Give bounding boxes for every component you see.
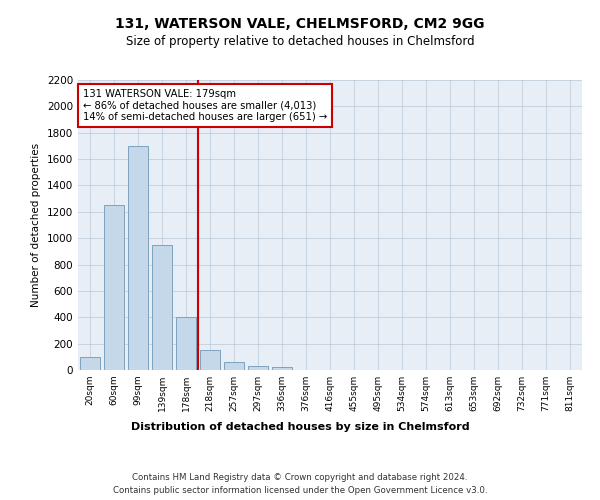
- Text: Distribution of detached houses by size in Chelmsford: Distribution of detached houses by size …: [131, 422, 469, 432]
- Bar: [224, 362, 244, 370]
- Text: Contains HM Land Registry data © Crown copyright and database right 2024.: Contains HM Land Registry data © Crown c…: [132, 472, 468, 482]
- Bar: [104, 205, 124, 370]
- Bar: [272, 368, 292, 370]
- Text: 131, WATERSON VALE, CHELMSFORD, CM2 9GG: 131, WATERSON VALE, CHELMSFORD, CM2 9GG: [115, 18, 485, 32]
- Text: 131 WATERSON VALE: 179sqm
← 86% of detached houses are smaller (4,013)
14% of se: 131 WATERSON VALE: 179sqm ← 86% of detac…: [83, 88, 327, 122]
- Y-axis label: Number of detached properties: Number of detached properties: [31, 143, 41, 307]
- Bar: [152, 245, 172, 370]
- Bar: [176, 318, 196, 370]
- Bar: [128, 146, 148, 370]
- Bar: [200, 350, 220, 370]
- Bar: [80, 357, 100, 370]
- Text: Contains public sector information licensed under the Open Government Licence v3: Contains public sector information licen…: [113, 486, 487, 495]
- Text: Size of property relative to detached houses in Chelmsford: Size of property relative to detached ho…: [125, 35, 475, 48]
- Bar: [248, 366, 268, 370]
